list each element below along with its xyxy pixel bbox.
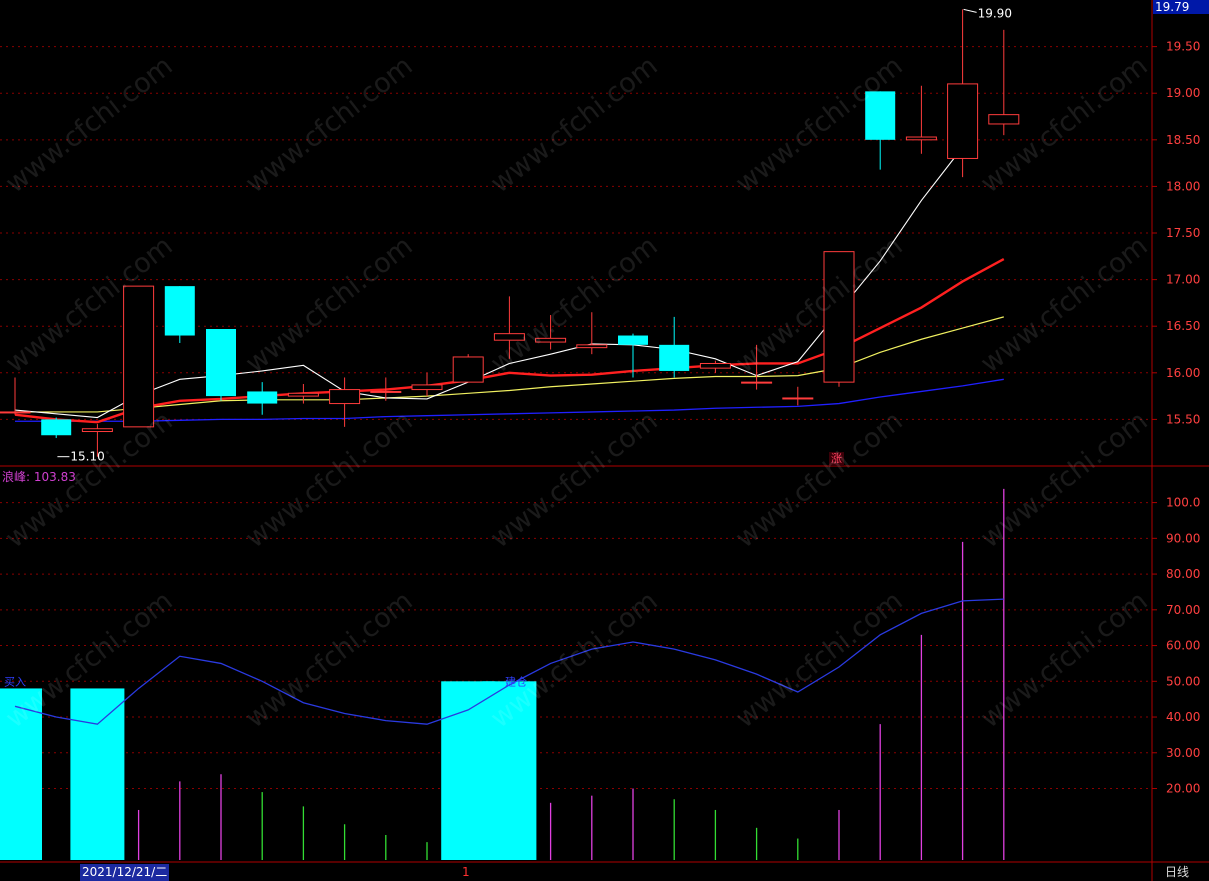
ma5-line xyxy=(14,146,964,419)
candle-body xyxy=(81,428,113,433)
cursor-position-mark: 1 xyxy=(462,865,470,879)
high-price-label: 19.90 xyxy=(978,6,1012,20)
indicator-bar xyxy=(70,688,125,860)
candle-body xyxy=(41,419,72,436)
period-selector[interactable]: 日线 xyxy=(1165,865,1190,879)
candle-body xyxy=(741,381,773,384)
price-tick-label: 17.50 xyxy=(1166,226,1200,240)
candle-body xyxy=(823,251,855,383)
candle-body xyxy=(988,114,1020,125)
high-pointer xyxy=(963,8,977,13)
indicator-tick-label: 80.00 xyxy=(1166,567,1200,581)
candle-body xyxy=(659,344,690,371)
indicator-tick-label: 100.0 xyxy=(1166,496,1200,510)
candle-body xyxy=(947,83,979,159)
price-tick-label: 17.00 xyxy=(1166,273,1200,287)
candle-body xyxy=(699,362,731,369)
price-tick-label: 18.00 xyxy=(1166,179,1200,193)
indicator-tick-label: 50.00 xyxy=(1166,674,1200,688)
price-tick-label: 15.50 xyxy=(1166,412,1200,426)
indicator-tick-label: 20.00 xyxy=(1166,782,1200,796)
price-tick-label: 16.50 xyxy=(1166,319,1200,333)
candle-body xyxy=(618,335,648,345)
indicator-tick-label: 60.00 xyxy=(1166,639,1200,653)
candle-body xyxy=(287,392,319,397)
price-tick-label: 19.50 xyxy=(1166,40,1200,54)
candle-body xyxy=(493,333,525,341)
candle-body xyxy=(411,384,443,391)
candle-body xyxy=(370,390,402,393)
buy-mark: 买入 xyxy=(4,675,26,688)
candle-body xyxy=(0,411,31,414)
date-label: 2021/12/21/二 xyxy=(80,864,170,881)
candle-body xyxy=(247,391,278,404)
candle-body xyxy=(123,285,155,428)
candle-body xyxy=(905,136,937,141)
candle-body xyxy=(782,397,814,400)
indicator-tick-label: 90.00 xyxy=(1166,531,1200,545)
candle-body xyxy=(452,356,484,383)
price-tick-label: 19.00 xyxy=(1166,86,1200,100)
candle-body xyxy=(865,91,896,140)
indicator-line xyxy=(14,598,1004,725)
indicator-bar xyxy=(0,688,42,860)
indicator-tick-label: 30.00 xyxy=(1166,746,1200,760)
indicator-tick-label: 40.00 xyxy=(1166,710,1200,724)
candle-body xyxy=(535,337,567,343)
buy-mark: 建仓 xyxy=(505,674,527,688)
candle-body xyxy=(576,344,608,349)
indicator-bar xyxy=(482,681,537,860)
candle-body xyxy=(206,329,236,397)
price-tick-label: 18.50 xyxy=(1166,133,1200,147)
candle-body xyxy=(329,389,361,405)
ma60-line xyxy=(15,378,1004,422)
candle-body xyxy=(164,286,195,336)
last-price-label: 19.79 xyxy=(1153,0,1209,14)
indicator-value-label: 浪峰: 103.83 xyxy=(2,470,76,484)
price-tick-label: 16.00 xyxy=(1166,366,1200,380)
zhang-signal-tag: 涨 xyxy=(829,452,844,466)
indicator-tick-label: 70.00 xyxy=(1166,603,1200,617)
low-price-label: 15.10 xyxy=(70,450,104,464)
